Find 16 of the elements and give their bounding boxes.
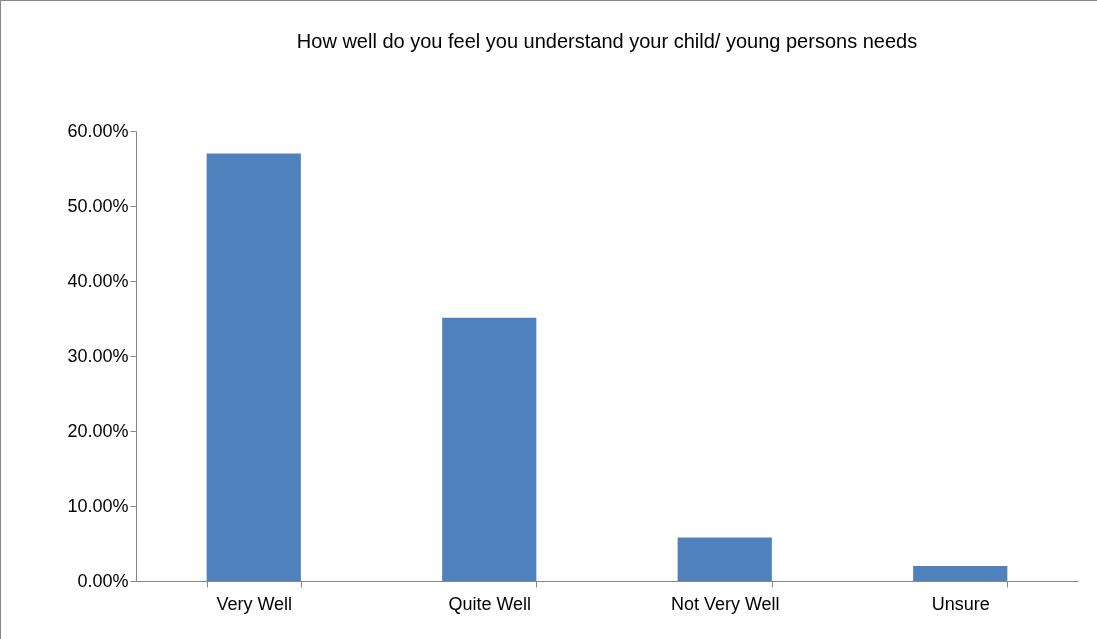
x-tick-label: Unsure bbox=[931, 593, 990, 614]
x-tick-label: Very Well bbox=[216, 593, 293, 614]
y-tick-label: 50.00% bbox=[67, 195, 129, 216]
y-tick-label: 30.00% bbox=[67, 345, 129, 366]
x-tick-label: Not Very Well bbox=[670, 593, 780, 614]
x-tick-label: Quite Well bbox=[448, 593, 532, 614]
y-tick-label: 20.00% bbox=[67, 420, 129, 441]
chart-title: How well do you feel you understand your child/ young persons needs bbox=[296, 30, 918, 52]
y-tick-label: 60.00% bbox=[67, 120, 129, 141]
bar bbox=[913, 566, 1008, 581]
y-tick-label: 40.00% bbox=[67, 270, 129, 291]
y-tick-label: 10.00% bbox=[67, 495, 129, 516]
y-tick-label: 0.00% bbox=[77, 570, 129, 591]
bar bbox=[442, 317, 537, 581]
bar bbox=[677, 537, 772, 581]
bar bbox=[206, 153, 301, 581]
